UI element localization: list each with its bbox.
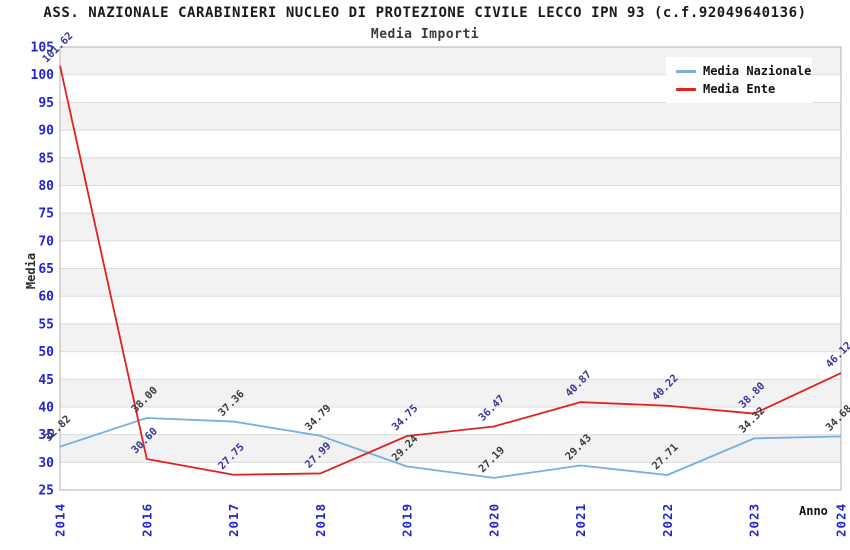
y-tick-label: 35 (38, 428, 54, 443)
x-tick-label: 2014 (53, 503, 68, 537)
x-tick-label: 2021 (573, 503, 588, 537)
plot-band (60, 213, 841, 241)
x-tick-label: 2017 (226, 503, 241, 537)
plot-band (60, 323, 841, 352)
plot-band (60, 130, 841, 158)
y-tick-label: 65 (38, 262, 54, 277)
y-tick-label: 45 (38, 373, 54, 388)
y-tick-label: 90 (38, 124, 54, 139)
plot-band (60, 434, 841, 463)
y-tick-label: 50 (38, 345, 54, 360)
x-tick-label: 2020 (486, 503, 501, 537)
plot-band (60, 102, 841, 131)
legend: Media Nazionale Media Ente (666, 57, 812, 103)
legend-label-nazionale: Media Nazionale (703, 64, 812, 78)
plot-band (60, 185, 841, 214)
plot-band (60, 268, 841, 297)
y-tick-label: 55 (38, 317, 54, 332)
y-axis-title: Media (24, 252, 38, 290)
x-tick-label: 2019 (400, 503, 415, 537)
plot-band (60, 351, 841, 380)
chart-subtitle: Media Importi (370, 27, 480, 42)
series-line-media-ente (59, 65, 842, 476)
x-tick-label: 2024 (834, 503, 849, 537)
legend-line-swatch-nazionale (676, 69, 696, 73)
y-tick-label: 70 (38, 234, 54, 249)
plot-band (60, 379, 841, 407)
y-tick-label: 60 (38, 290, 54, 305)
y-tick-label: 100 (31, 68, 55, 83)
legend-line-swatch-ente (676, 87, 696, 91)
legend-label-ente: Media Ente (703, 82, 776, 96)
y-tick-label: 25 (38, 484, 54, 499)
plot-frame (59, 46, 842, 491)
legend-item-media-ente: Media Ente (666, 82, 812, 96)
y-tick-label: 85 (38, 151, 54, 166)
plot-band (60, 406, 841, 435)
y-tick-label: 75 (38, 207, 54, 222)
series-line-media-nazionale (59, 417, 842, 479)
chart-title: ASS. NAZIONALE CARABINIERI NUCLEO DI PRO… (43, 5, 807, 21)
plot-band (60, 296, 841, 324)
x-tick-label: 2022 (660, 503, 675, 537)
y-tick-label: 80 (38, 179, 54, 194)
y-tick-label: 105 (31, 41, 54, 56)
x-tick-label: 2016 (139, 503, 154, 537)
y-tick-label: 95 (38, 96, 54, 111)
y-tick-label: 40 (38, 400, 54, 415)
plot-band (60, 462, 841, 490)
x-tick-label: 2018 (313, 503, 328, 537)
legend-item-media-nazionale: Media Nazionale (666, 64, 812, 78)
x-tick-label: 2023 (747, 503, 762, 537)
y-tick-label: 30 (38, 456, 54, 471)
plot-band (60, 157, 841, 186)
x-axis-title: Anno (799, 504, 828, 518)
plot-band (60, 240, 841, 269)
